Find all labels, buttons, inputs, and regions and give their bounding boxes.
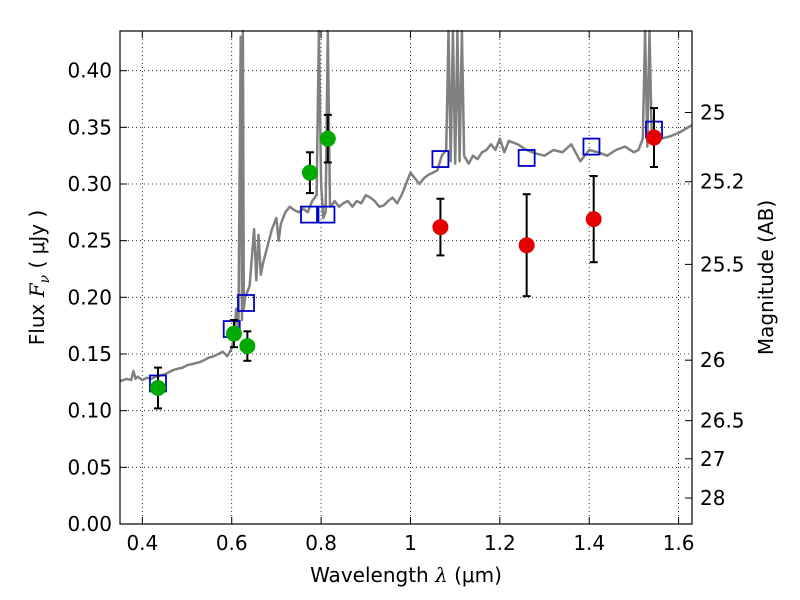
x-tick-label: 1 [404, 531, 417, 555]
x-tick-label: 0.4 [126, 531, 158, 555]
model-square [300, 205, 318, 224]
model-square [431, 150, 450, 168]
spectrum-layer [119, 29, 693, 383]
y-tick-label: 0.30 [67, 172, 112, 196]
red-data-point [585, 211, 602, 228]
red-data-point [518, 237, 535, 254]
green-data-point [149, 380, 166, 396]
y2-tick-label: 26 [700, 348, 725, 372]
y-tick-label: 0.20 [67, 285, 112, 309]
y-tick-label: 0.10 [67, 399, 112, 423]
model-square [317, 205, 336, 224]
x-tick-label: 1.6 [663, 531, 695, 555]
x-tick-label: 1.4 [573, 531, 605, 555]
y-tick-label: 0.40 [67, 59, 112, 83]
model-square [237, 294, 255, 312]
y2-tick-label: 25.5 [700, 252, 745, 276]
y-axis-label: Flux Fν ( μJy ) [25, 210, 53, 345]
y-tick-label: 0.25 [67, 229, 112, 253]
y-tick-label: 0.15 [67, 342, 112, 366]
y2-tick-label: 25 [700, 101, 725, 125]
green-data-point [239, 338, 256, 355]
y2-tick-label: 28 [700, 486, 725, 510]
y-tick-label: 0.35 [67, 115, 112, 139]
red-data-point [432, 219, 449, 236]
spectrum-line [119, 29, 693, 383]
y2-tick-label: 26.5 [700, 409, 745, 433]
grid [120, 31, 692, 524]
error-bars [153, 107, 659, 410]
y2-tick-label: 27 [700, 447, 725, 471]
green-data-point [319, 130, 336, 147]
y-tick-label: 0.00 [67, 512, 112, 536]
green-data-point [225, 325, 242, 342]
observed-points [149, 129, 663, 396]
red-data-point [646, 129, 663, 146]
model-square [517, 149, 536, 167]
x-tick-label: 0.8 [305, 531, 337, 555]
green-data-point [301, 164, 318, 181]
y-tick-label: 0.05 [67, 455, 112, 479]
plot-frame [119, 30, 693, 525]
x-axis-label: Wavelength λ (μm) [310, 563, 502, 587]
x-tick-label: 1.2 [484, 531, 516, 555]
model-square [582, 137, 601, 156]
axis-ticks: 0.4 0.6 0.8 1 1.2 1.4 1.6 0.00 0.05 0.10 0.15 0.20 0… [67, 31, 745, 555]
y2-axis-label: Magnitude (AB) [754, 200, 778, 355]
y2-tick-label: 25.2 [700, 170, 745, 194]
x-tick-label: 0.6 [216, 531, 248, 555]
model-points [149, 120, 663, 393]
